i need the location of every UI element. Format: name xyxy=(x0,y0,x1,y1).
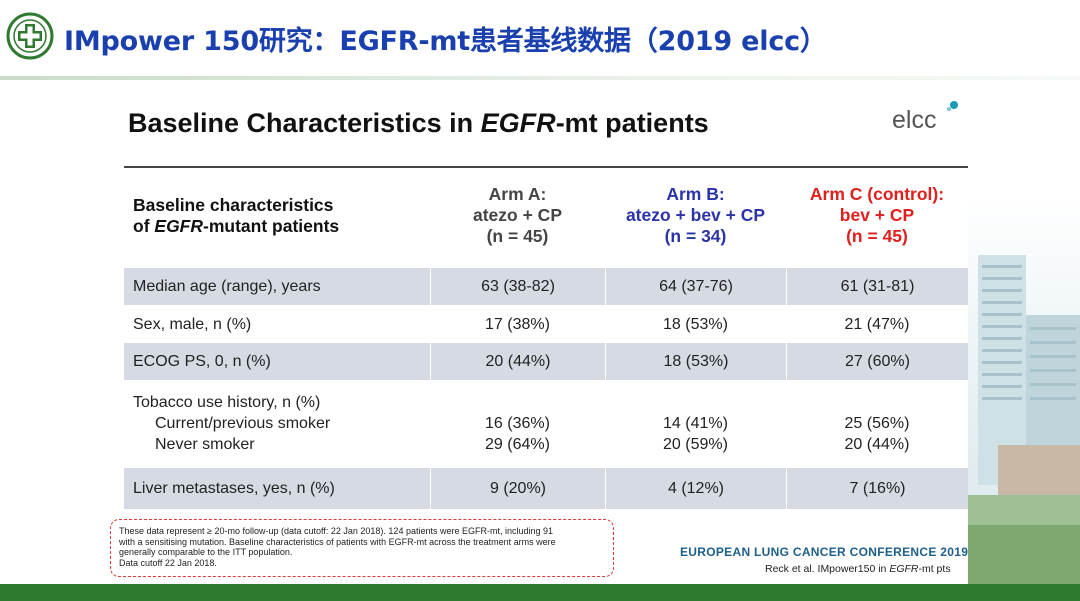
reference: Reck et al. IMpower150 in EGFR-mt pts xyxy=(765,563,951,575)
elcc-droplet-icon xyxy=(947,101,958,111)
page-title: IMpower 150研究：EGFR-mt患者基线数据（2019 elcc） xyxy=(64,26,827,57)
header-arm-a: Arm A: atezo + CP (n = 45) xyxy=(473,184,562,246)
conference-name: EUROPEAN LUNG CANCER CONFERENCE 2019 xyxy=(680,545,969,559)
header-divider xyxy=(0,76,1080,80)
bottom-bar xyxy=(0,584,1080,601)
slide-title: Baseline Characteristics in EGFR-mt pati… xyxy=(128,108,709,138)
building-image xyxy=(968,195,1080,584)
footnote-box: These data represent ≥ 20-mo follow-up (… xyxy=(110,519,614,577)
hospital-emblem-icon xyxy=(6,12,54,60)
slide: Baseline Characteristics in EGFR-mt pati… xyxy=(84,88,968,584)
elcc-logo: elcc xyxy=(892,106,937,134)
table-top-rule xyxy=(124,166,968,168)
tobacco-label: Tobacco use history, n (%) Current/previ… xyxy=(133,393,331,453)
table-row: Tobacco use history, n (%) Current/previ… xyxy=(124,383,968,463)
header-arm-c: Arm C (control): bev + CP (n = 45) xyxy=(809,184,945,246)
table-header-row: Baseline characteristics of EGFR-mutant … xyxy=(124,167,968,264)
table-row: Median age (range), years 63 (38-82) 64 … xyxy=(124,268,968,305)
table-row: Liver metastases, yes, n (%) 9 (20%) 4 (… xyxy=(124,468,968,509)
header: IMpower 150研究：EGFR-mt患者基线数据（2019 elcc） xyxy=(0,0,1080,76)
header-arm-b: Arm B: atezo + bev + CP (n = 34) xyxy=(625,184,766,246)
table-row: ECOG PS, 0, n (%) 20 (44%) 18 (53%) 27 (… xyxy=(124,343,968,380)
table-row: Sex, male, n (%) 17 (38%) 18 (53%) 21 (4… xyxy=(133,315,910,333)
header-characteristics: Baseline characteristics of EGFR-mutant … xyxy=(133,194,340,236)
